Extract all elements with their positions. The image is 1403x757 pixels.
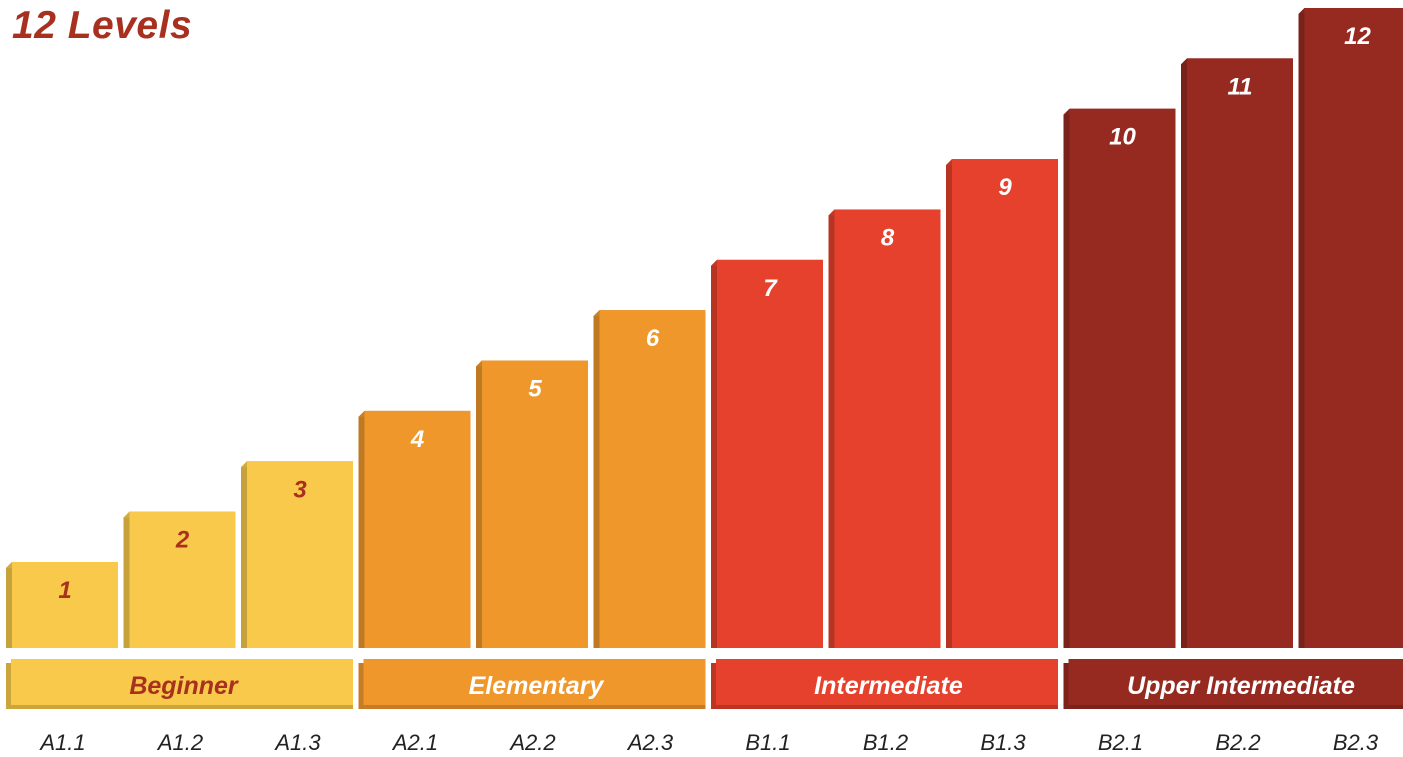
bar-value-label-A2.1: 4	[410, 426, 424, 453]
bar-value-label-B2.3: 12	[1344, 23, 1371, 50]
bar-value-label-B1.3: 9	[998, 174, 1012, 201]
bar-side-B1.1	[711, 259, 717, 648]
category-label-A1.2: A1.2	[156, 730, 203, 755]
bar-side-B2.2	[1181, 58, 1187, 648]
bar-side-A2.2	[476, 360, 482, 648]
band-label-intermediate: Intermediate	[814, 672, 963, 700]
bar-side-B1.3	[946, 159, 952, 648]
category-label-A2.1: A2.1	[391, 730, 438, 755]
category-label-A2.3: A2.3	[626, 730, 674, 755]
bar-value-label-B1.1: 7	[763, 275, 778, 302]
bar-side-B1.2	[828, 209, 835, 649]
bar-side-A1.2	[123, 511, 130, 648]
bar-A2.3	[599, 310, 706, 648]
bar-side-B2.3	[1298, 8, 1305, 648]
category-label-B2.2: B2.2	[1215, 730, 1260, 755]
bands-layer: Beginner Elementary Intermediate Upper Inte…	[6, 659, 1403, 709]
band-label-beginner: Beginner	[129, 672, 239, 700]
bar-value-label-A1.2: 2	[175, 527, 190, 554]
category-label-B1.2: B1.2	[863, 730, 908, 755]
category-label-A2.2: A2.2	[508, 730, 555, 755]
band-label-upper-intermediate: Upper Intermediate	[1127, 672, 1355, 700]
bar-side-B2.1	[1063, 108, 1070, 648]
bar-A1.2	[129, 511, 236, 648]
band-elementary	[363, 659, 706, 705]
category-label-B1.3: B1.3	[980, 730, 1026, 755]
bar-B2.1	[1069, 108, 1176, 648]
category-label-B2.3: B2.3	[1333, 730, 1379, 755]
band-beginner	[11, 659, 353, 705]
category-label-B1.1: B1.1	[745, 730, 790, 755]
bar-side-A2.1	[358, 410, 365, 648]
bar-A1.3	[247, 461, 353, 648]
bar-value-label-A1.3: 3	[293, 476, 307, 503]
bar-value-label-A2.3: 6	[646, 325, 660, 352]
band-upper-intermediate	[1068, 659, 1403, 705]
band-intermediate	[716, 659, 1058, 705]
band-label-elementary: Elementary	[469, 672, 605, 700]
bar-A2.1	[364, 410, 471, 648]
bar-value-label-A1.1: 1	[58, 577, 71, 604]
bar-side-A1.1	[6, 562, 12, 648]
bar-value-label-B2.2: 11	[1228, 73, 1253, 100]
bar-B2.3	[1304, 8, 1403, 648]
bar-side-A2.3	[593, 310, 600, 648]
bar-B1.3	[952, 159, 1058, 648]
bar-B1.2	[834, 209, 941, 649]
category-label-B2.1: B2.1	[1098, 730, 1143, 755]
bar-A1.1	[12, 562, 118, 648]
bar-A2.2	[482, 360, 588, 648]
bar-B1.1	[717, 259, 823, 648]
bar-B2.2	[1187, 58, 1293, 648]
chart-title: 12 Levels	[12, 4, 193, 47]
bar-value-label-A2.2: 5	[528, 376, 542, 403]
category-label-A1.1: A1.1	[38, 730, 85, 755]
category-labels-layer: A1.1 A1.2 A1.3 A2.1 A2.2 A2.3 B1.1 B1.2 B1.3 B2.1…	[38, 730, 1379, 755]
bar-value-label-B1.2: 8	[881, 224, 895, 251]
bar-side-A1.3	[241, 461, 247, 648]
category-label-A1.3: A1.3	[273, 730, 321, 755]
bar-value-label-B2.1: 10	[1109, 124, 1136, 151]
